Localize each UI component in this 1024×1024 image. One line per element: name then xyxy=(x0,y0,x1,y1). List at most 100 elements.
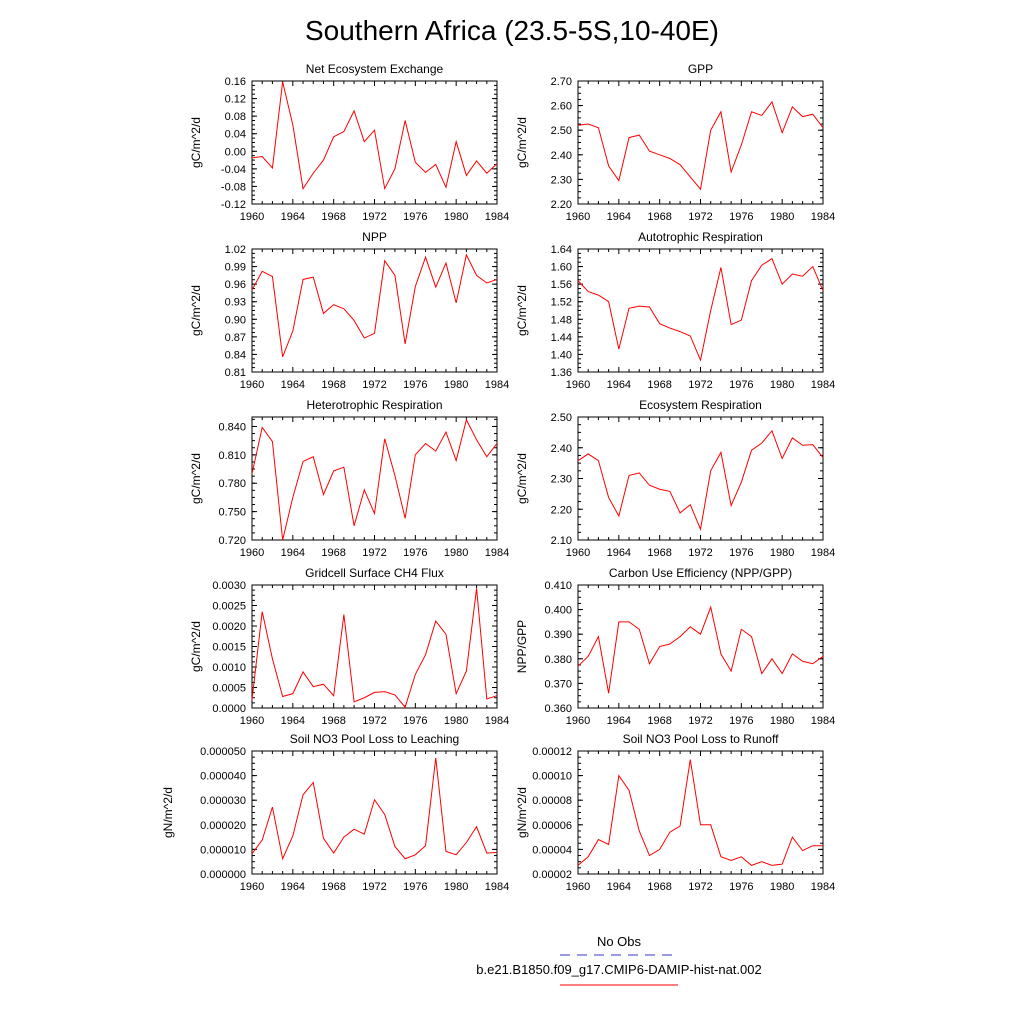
y-tick-label: 0.400 xyxy=(544,605,572,617)
y-tick-label: 0.780 xyxy=(218,478,246,490)
y-tick-label: 0.16 xyxy=(225,76,246,88)
series-line xyxy=(251,81,498,191)
y-axis-label: NPP/GPP xyxy=(515,620,529,673)
x-tick-label: 1964 xyxy=(281,715,305,727)
y-tick-label: 0.720 xyxy=(218,535,246,547)
y-tick-label: 0.360 xyxy=(544,703,572,715)
y-tick-label: 2.20 xyxy=(551,504,572,516)
x-tick-label: 1980 xyxy=(770,211,794,223)
y-tick-label: 0.750 xyxy=(218,507,246,519)
y-tick-label: -0.04 xyxy=(221,164,246,176)
series-line xyxy=(251,588,498,709)
x-tick-label: 1984 xyxy=(485,547,509,559)
x-tick-label: 1968 xyxy=(647,211,671,223)
x-tick-label: 1972 xyxy=(362,211,386,223)
x-tick-label: 1968 xyxy=(647,881,671,893)
series-line xyxy=(251,757,498,861)
y-tick-label: 0.0020 xyxy=(212,621,246,633)
x-tick-label: 1968 xyxy=(321,715,345,727)
x-tick-label: 1964 xyxy=(607,881,631,893)
panel-6: Gridcell Surface CH4 Flux gC/m^2/d 1960 196… xyxy=(189,566,509,727)
x-tick-label: 1972 xyxy=(688,547,712,559)
x-tick-label: 1984 xyxy=(485,715,509,727)
y-tick-label: 0.87 xyxy=(225,332,246,344)
x-tick-label: 1984 xyxy=(485,881,509,893)
x-tick-label: 1976 xyxy=(403,881,427,893)
plot-frame xyxy=(251,416,498,541)
series-line xyxy=(577,759,823,866)
y-tick-label: 0.000010 xyxy=(200,844,246,856)
x-tick-label: 1976 xyxy=(729,547,753,559)
x-tick-label: 1960 xyxy=(240,211,264,223)
y-axis-label: gC/m^2/d xyxy=(189,453,203,504)
plot-frame xyxy=(577,80,824,205)
plot-frame xyxy=(251,248,498,373)
x-tick-label: 1968 xyxy=(321,379,345,391)
y-axis-label: gC/m^2/d xyxy=(189,621,203,672)
x-tick-label: 1968 xyxy=(647,379,671,391)
panel-title: NPP xyxy=(362,230,387,244)
x-tick-label: 1964 xyxy=(607,211,631,223)
y-tick-label: 0.90 xyxy=(225,314,246,326)
series-line xyxy=(251,418,498,541)
y-tick-label: 0.380 xyxy=(544,654,572,666)
y-tick-label: 0.96 xyxy=(225,279,246,291)
y-tick-label: 0.0005 xyxy=(212,683,246,695)
y-tick-label: 0.0000 xyxy=(212,703,246,715)
y-tick-label: 2.40 xyxy=(551,443,572,455)
y-tick-label: 0.00006 xyxy=(532,820,572,832)
legend: No Obs b.e21.B1850.f09_g17.CMIP6-DAMIP-h… xyxy=(476,934,762,986)
y-tick-label: 0.12 xyxy=(225,94,246,106)
y-tick-label: 0.00012 xyxy=(532,746,572,758)
x-tick-label: 1964 xyxy=(281,379,305,391)
y-tick-label: 0.370 xyxy=(544,678,572,690)
y-tick-label: 0.810 xyxy=(218,450,246,462)
x-tick-label: 1972 xyxy=(688,715,712,727)
y-tick-label: 0.00002 xyxy=(532,869,572,881)
x-tick-label: 1972 xyxy=(688,211,712,223)
panel-8: Soil NO3 Pool Loss to Leaching gN/m^2/d 19… xyxy=(161,732,509,893)
panel-3: Autotrophic Respiration gC/m^2/d 1960 1964 1… xyxy=(515,230,835,391)
y-tick-label: 2.60 xyxy=(551,101,572,113)
panel-2: NPP gC/m^2/d 1960 1964 1968 1972 1976 1980 1984 0… xyxy=(189,230,509,391)
x-tick-label: 1984 xyxy=(485,211,509,223)
y-tick-label: 2.10 xyxy=(551,535,572,547)
y-tick-label: 1.02 xyxy=(225,244,246,256)
y-tick-label: 2.50 xyxy=(551,412,572,424)
series-line xyxy=(577,100,824,191)
x-tick-label: 1972 xyxy=(362,881,386,893)
x-tick-label: 1964 xyxy=(607,379,631,391)
x-tick-label: 1960 xyxy=(566,715,590,727)
series-line xyxy=(577,429,824,532)
x-tick-label: 1976 xyxy=(729,379,753,391)
y-tick-label: 2.30 xyxy=(551,474,572,486)
y-tick-label: 1.48 xyxy=(551,314,572,326)
x-tick-label: 1964 xyxy=(607,715,631,727)
plot-frame xyxy=(251,584,498,709)
panel-5: Ecosystem Respiration gC/m^2/d 1960 1964 196… xyxy=(515,398,835,559)
x-tick-label: 1960 xyxy=(566,547,590,559)
series-line xyxy=(251,253,498,357)
panels: Net Ecosystem Exchange gC/m^2/d 1960 1964 19… xyxy=(161,62,835,893)
x-tick-label: 1968 xyxy=(647,547,671,559)
figure-title: Southern Africa (23.5-5S,10-40E) xyxy=(305,15,719,46)
y-tick-label: 0.00008 xyxy=(532,795,572,807)
y-tick-label: 0.840 xyxy=(218,421,246,433)
x-tick-label: 1960 xyxy=(240,881,264,893)
series-line xyxy=(577,605,824,694)
x-tick-label: 1980 xyxy=(444,211,468,223)
y-tick-label: 1.40 xyxy=(551,349,572,361)
x-tick-label: 1968 xyxy=(321,881,345,893)
x-tick-label: 1980 xyxy=(770,547,794,559)
x-tick-label: 1972 xyxy=(362,379,386,391)
x-tick-label: 1972 xyxy=(362,715,386,727)
x-tick-label: 1972 xyxy=(362,547,386,559)
panel-title: Net Ecosystem Exchange xyxy=(306,62,444,76)
x-tick-label: 1964 xyxy=(281,211,305,223)
y-tick-label: 0.00010 xyxy=(532,771,572,783)
panel-title: Carbon Use Efficiency (NPP/GPP) xyxy=(609,566,792,580)
x-tick-label: 1976 xyxy=(403,211,427,223)
y-tick-label: 0.00004 xyxy=(532,844,572,856)
y-tick-label: -0.12 xyxy=(221,199,246,211)
panel-7: Carbon Use Efficiency (NPP/GPP) NPP/GPP 19… xyxy=(515,566,835,727)
